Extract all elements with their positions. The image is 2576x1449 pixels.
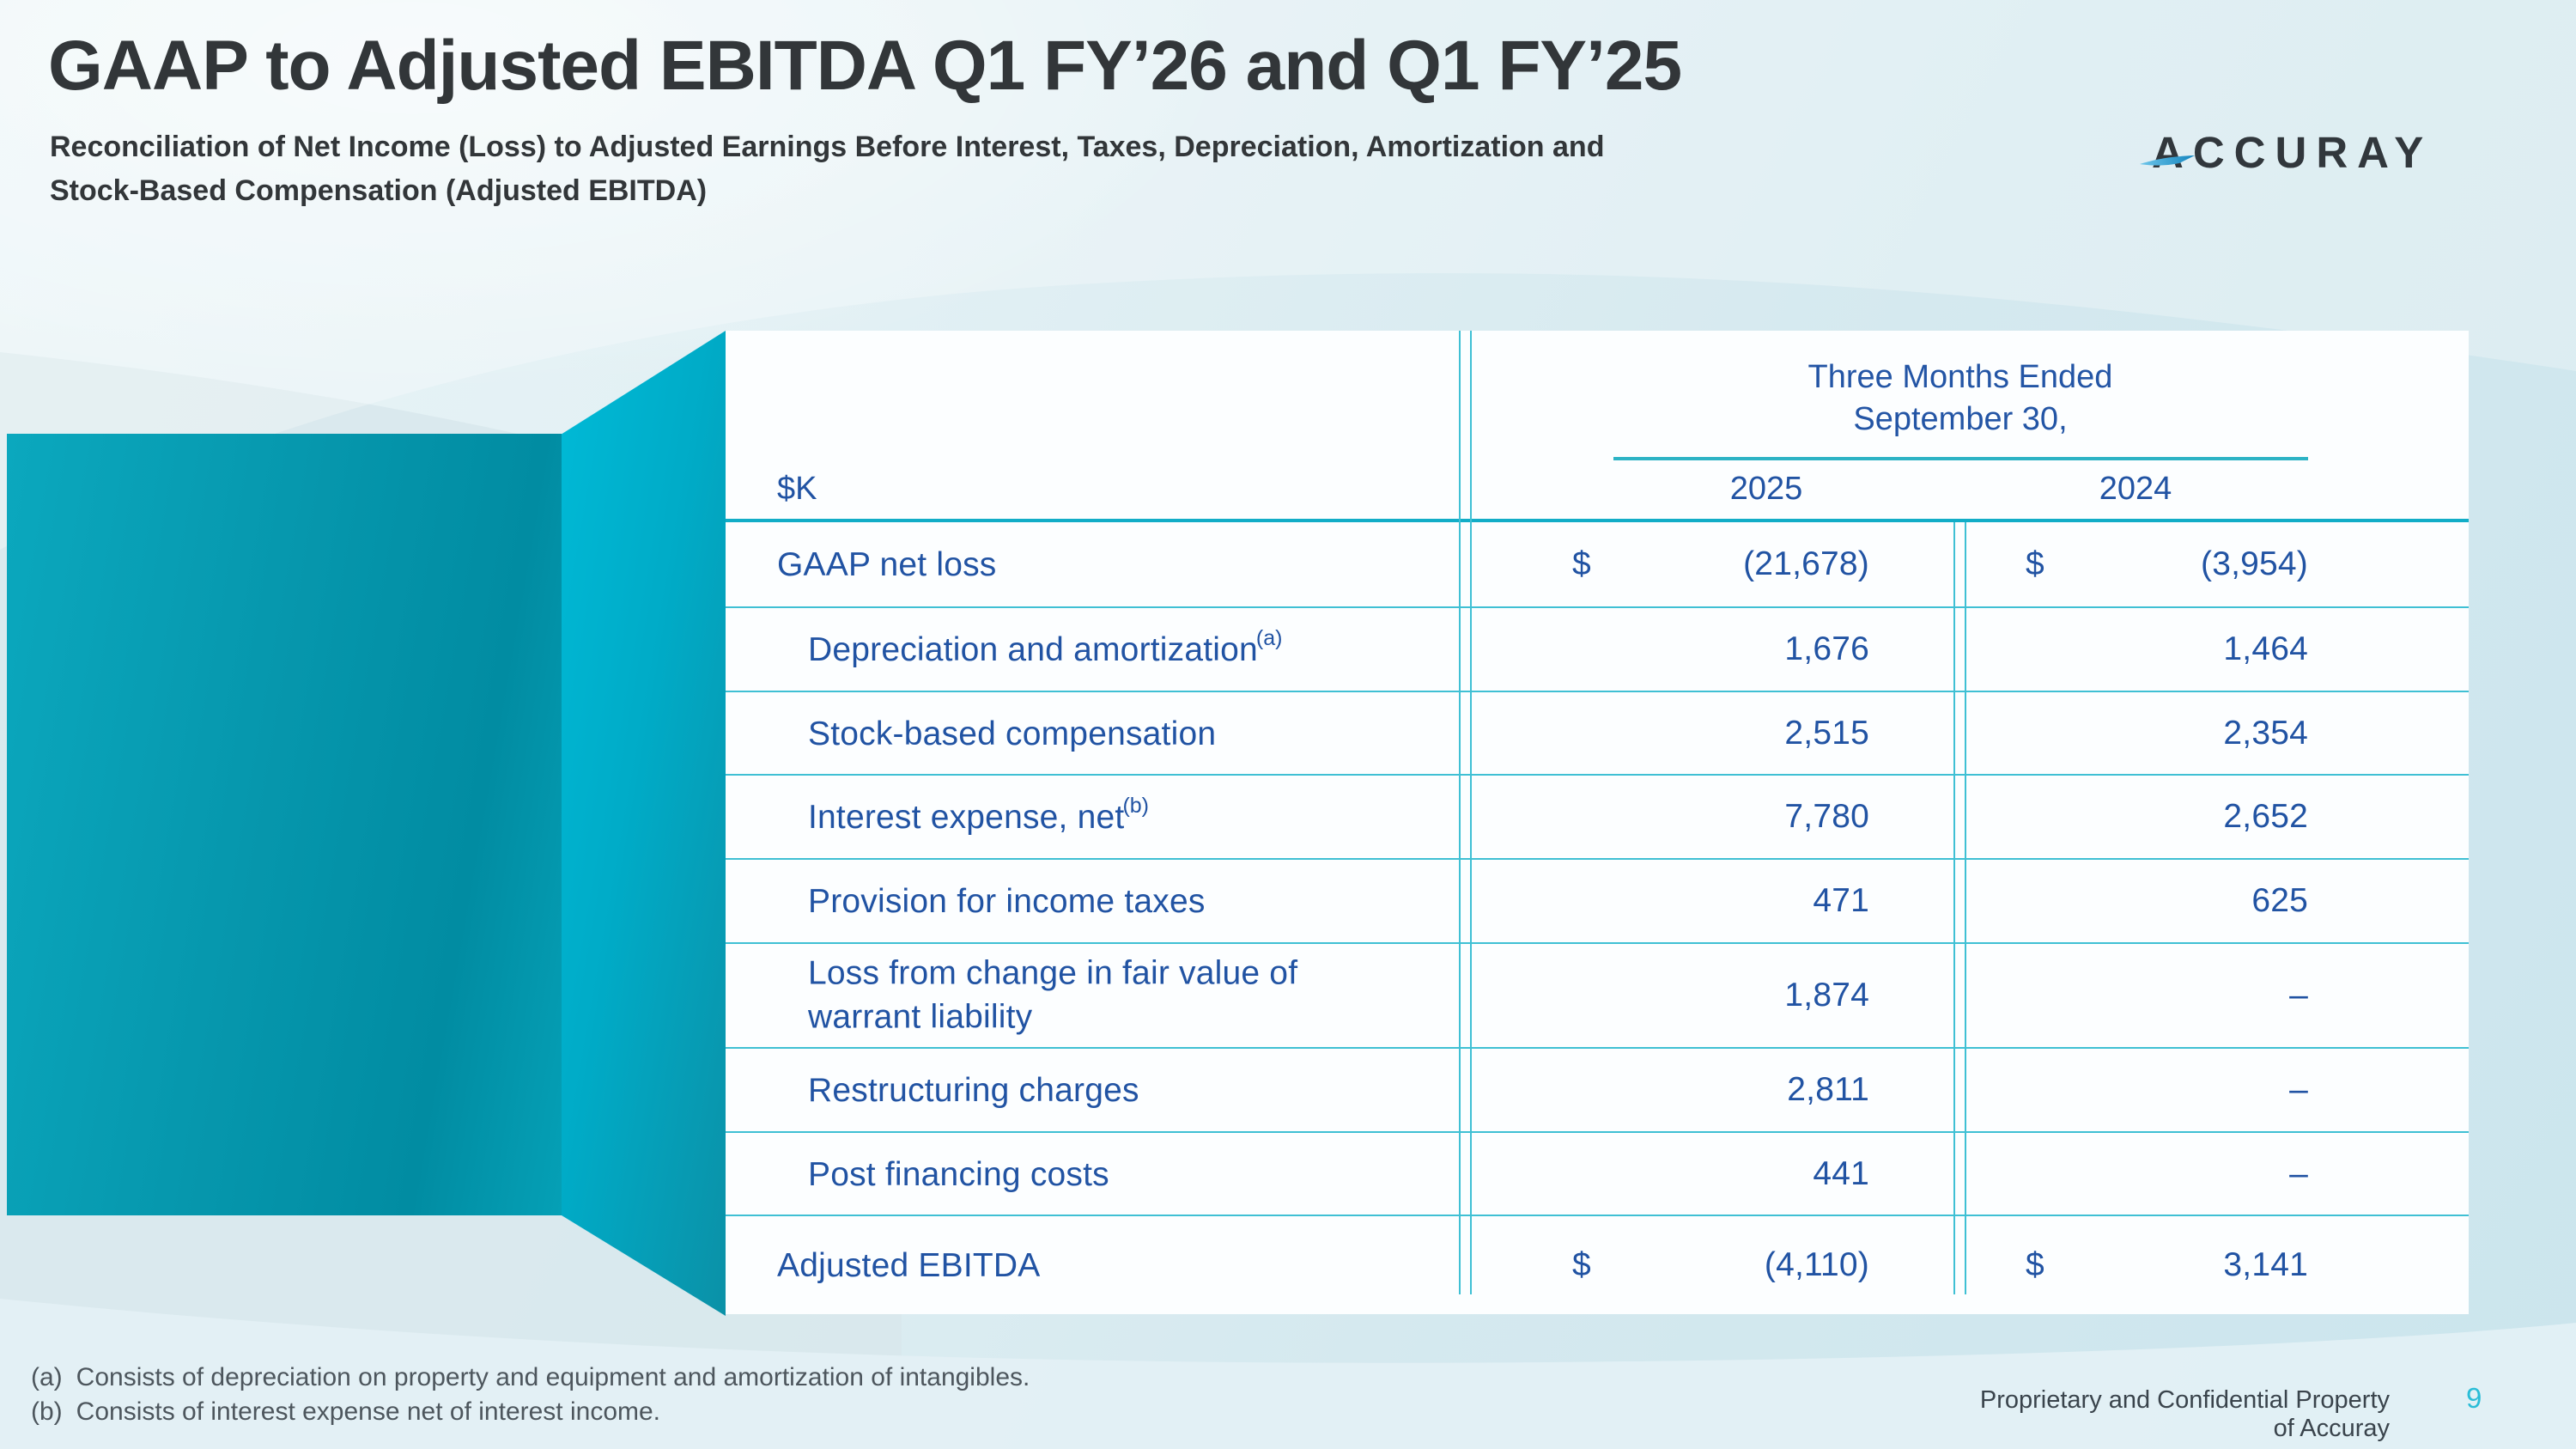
page-title: GAAP to Adjusted EBITDA Q1 FY’26 and Q1 … [48, 27, 1682, 105]
value-2025: (4,110) [1764, 1246, 1869, 1283]
header-rule [726, 519, 2469, 522]
table-row: GAAP net loss $ (21,678) $ (3,954) [726, 522, 2469, 606]
value-2025: 1,874 [1784, 977, 1869, 1014]
units-label: $K [777, 471, 817, 507]
value-2024: (3,954) [2201, 545, 2308, 582]
row-label: Interest expense, net(b) [808, 794, 1149, 836]
footnote-b-marker: (b) [31, 1397, 63, 1426]
value-2025: (21,678) [1743, 545, 1869, 582]
period-header: Three Months Ended September 30, [1617, 356, 2304, 441]
teal-panel [7, 434, 562, 1215]
row-label: Depreciation and amortization(a) [808, 626, 1283, 668]
footnote-b-text: Consists of interest expense net of inte… [76, 1397, 661, 1426]
row-label: GAAP net loss [777, 546, 997, 583]
row-label: Provision for income taxes [808, 883, 1206, 920]
subtitle-line-1: Reconciliation of Net Income (Loss) to A… [50, 131, 1605, 163]
column-divider-left-b [1470, 331, 1472, 1294]
footnote-a-marker: (a) [31, 1363, 63, 1391]
table-row-total: Adjusted EBITDA $ (4,110) $ 3,141 [726, 1215, 2469, 1314]
accuray-logo: ACCURAY [2140, 127, 2433, 178]
period-header-line-2: September 30, [1853, 401, 2068, 437]
period-header-line-1: Three Months Ended [1807, 359, 2113, 395]
teal-fold [562, 331, 726, 1316]
currency-symbol: $ [1572, 1246, 1591, 1283]
value-2024: 625 [2251, 882, 2308, 919]
subtitle-line-2: Stock-Based Compensation (Adjusted EBITD… [50, 174, 708, 207]
logo-wordmark: ACCURAY [2152, 128, 2433, 177]
value-2024: 2,652 [2223, 798, 2308, 835]
footnotes: (a) Consists of depreciation on property… [31, 1363, 1030, 1432]
wave-top [0, 0, 2576, 550]
column-divider-left-a [1459, 331, 1461, 1294]
currency-symbol: $ [2026, 1246, 2044, 1283]
table-row: Restructuring charges 2,811 – [726, 1047, 2469, 1131]
row-label: Adjusted EBITDA [777, 1247, 1041, 1284]
value-2024: 1,464 [2223, 630, 2308, 667]
value-2024: – [2289, 977, 2308, 1014]
reconciliation-table: Three Months Ended September 30, $K 2025… [726, 331, 2469, 1314]
currency-symbol: $ [1572, 545, 1591, 582]
table-row: Stock-based compensation 2,515 2,354 [726, 691, 2469, 774]
value-2024: – [2289, 1071, 2308, 1108]
value-2025: 471 [1813, 882, 1869, 919]
value-2025: 2,515 [1784, 714, 1869, 752]
footnote-a: (a) Consists of depreciation on property… [31, 1363, 1030, 1392]
column-divider-mid-b [1965, 522, 1966, 1294]
value-2024: 2,354 [2223, 714, 2308, 752]
table-row: Interest expense, net(b) 7,780 2,652 [726, 774, 2469, 858]
value-2025: 441 [1813, 1154, 1869, 1192]
column-divider-mid-a [1953, 522, 1955, 1294]
confidentiality-notice: Proprietary and Confidential Property of… [1979, 1386, 2390, 1442]
column-header-2024: 2024 [2099, 471, 2172, 507]
value-2025: 2,811 [1787, 1071, 1869, 1108]
footnote-a-text: Consists of depreciation on property and… [76, 1363, 1030, 1391]
table-row: Loss from change in fair value of warran… [726, 942, 2469, 1047]
table-row: Post financing costs 441 – [726, 1131, 2469, 1215]
value-2024: – [2289, 1154, 2308, 1192]
value-2024: 3,141 [2223, 1246, 2308, 1283]
row-label: Stock-based compensation [808, 715, 1217, 752]
footnote-b: (b) Consists of interest expense net of … [31, 1397, 1030, 1427]
column-header-2025: 2025 [1729, 471, 1803, 507]
page-subtitle: Reconciliation of Net Income (Loss) to A… [50, 125, 2059, 213]
logo-swoosh-icon [2140, 155, 2195, 166]
table-row: Depreciation and amortization(a) 1,676 1… [726, 606, 2469, 691]
row-label: Post financing costs [808, 1155, 1109, 1193]
row-label: Loss from change in fair value of warran… [808, 954, 1298, 1036]
page-number: 9 [2466, 1382, 2482, 1414]
value-2025: 7,780 [1784, 798, 1869, 835]
currency-symbol: $ [2026, 545, 2044, 582]
row-label: Restructuring charges [808, 1072, 1139, 1109]
period-header-underline [1613, 457, 2308, 460]
table-row: Provision for income taxes 471 625 [726, 858, 2469, 942]
wave-bottom [0, 1299, 2576, 1449]
value-2025: 1,676 [1784, 630, 1869, 667]
